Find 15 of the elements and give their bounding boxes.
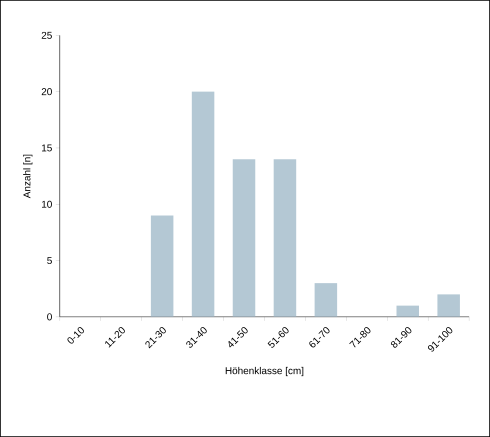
y-axis-title: Anzahl [n] — [23, 154, 32, 198]
bar — [437, 294, 460, 317]
bar — [396, 306, 419, 317]
bar — [274, 159, 296, 317]
y-tick-label: 15 — [42, 144, 52, 152]
bar — [192, 92, 214, 317]
y-tick-label: 25 — [42, 32, 52, 39]
y-tick-label: 0 — [47, 313, 52, 320]
y-tick-label: 20 — [42, 88, 52, 96]
y-tick-label: 5 — [47, 257, 52, 264]
bar — [314, 283, 338, 317]
y-tick-label: 10 — [42, 200, 52, 208]
bar — [232, 159, 256, 317]
bar — [150, 215, 174, 317]
x-axis-title: Höhenklasse [cm] — [226, 366, 304, 376]
